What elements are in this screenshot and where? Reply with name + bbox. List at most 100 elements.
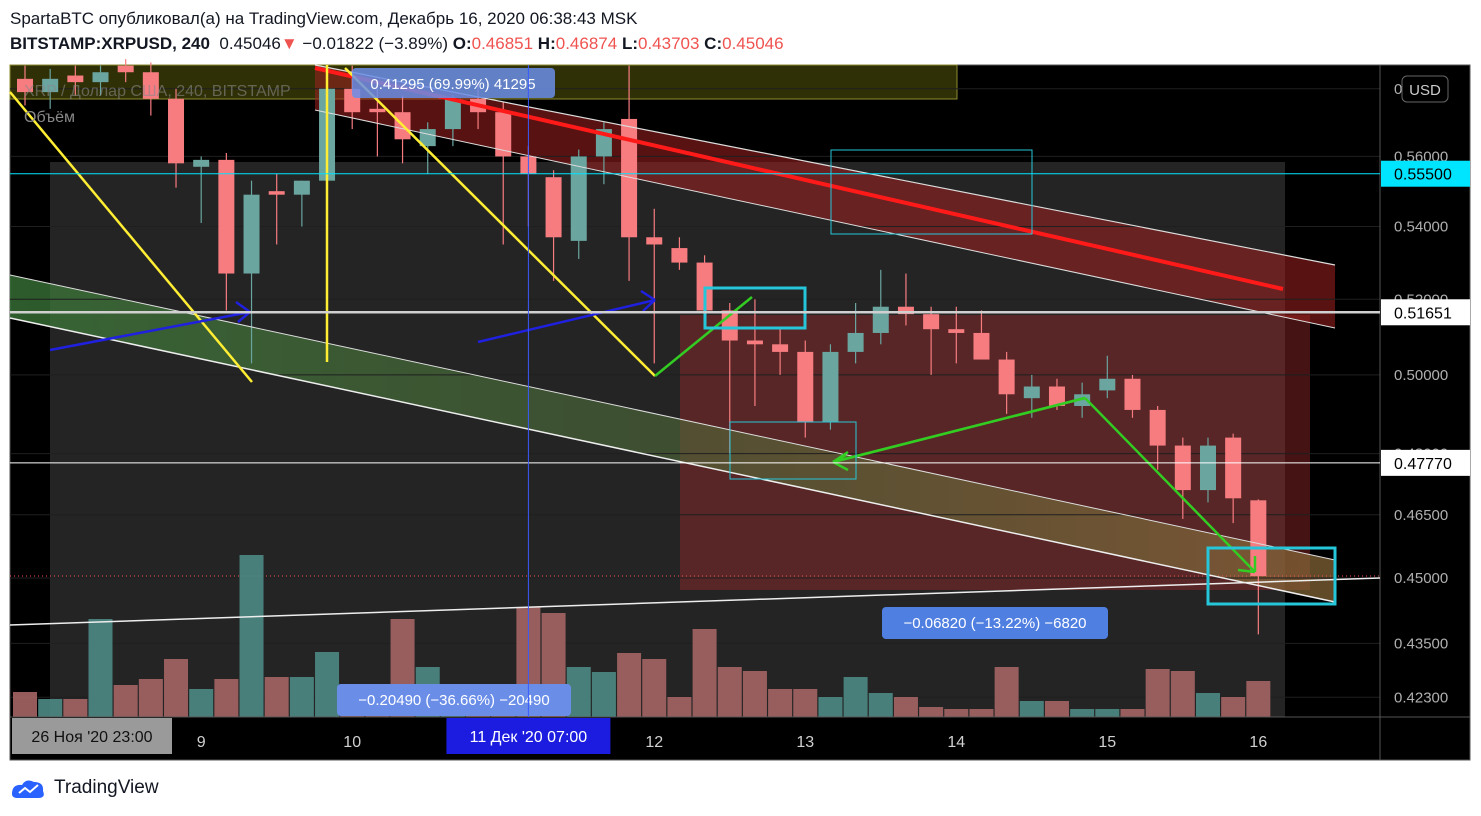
channel-line: [9, 274, 1336, 561]
x-tick-label: 15: [1098, 734, 1116, 751]
y-tick-label: 0.46500: [1394, 507, 1448, 524]
green-arrow: [1084, 397, 1257, 574]
candle-body: [1048, 386, 1065, 407]
volume-bar: [591, 672, 616, 717]
candle-body: [1149, 409, 1166, 446]
volume-bar: [768, 689, 793, 717]
support-line: [9, 577, 1381, 626]
candle-body: [42, 78, 59, 93]
x-tick-label: 12: [645, 734, 663, 751]
volume-bar: [315, 652, 340, 717]
candle-body: [1099, 378, 1116, 391]
range-label: 0.41295 (69.99%) 41295: [370, 76, 535, 93]
volume-bar: [88, 619, 113, 717]
header: SpartaBTC опубликовал(а) на TradingView.…: [10, 6, 784, 56]
blue-arrow: [49, 300, 251, 352]
axes: 0.423000.435000.450000.465000.480000.500…: [10, 65, 1470, 754]
volume-bar: [138, 679, 163, 717]
crosshair-time: 11 Дек '20 07:00: [470, 729, 588, 746]
volume-bar: [1070, 709, 1095, 717]
volume-label: Объём: [24, 109, 75, 126]
candle-body: [872, 306, 889, 333]
candle-body: [822, 351, 839, 422]
x-tick-label: 14: [947, 734, 965, 751]
logo: [12, 780, 44, 798]
volume-bar: [1221, 697, 1246, 717]
candle-body: [1199, 445, 1216, 491]
price-line-label: 0.51651: [1394, 305, 1452, 322]
upper-channel: [315, 65, 1335, 328]
candle-body: [293, 180, 310, 195]
candle-body: [142, 72, 159, 99]
volume-bar: [1170, 671, 1195, 717]
candle-body: [268, 191, 285, 195]
drawings-front: XRP / Доллар США, 240, BITSTAMP Объём 0.…: [9, 64, 1381, 716]
volume-bar: [264, 677, 289, 717]
h-label: H:: [537, 34, 556, 53]
range-label-box: [337, 684, 571, 716]
volume-bar: [893, 697, 918, 717]
candle-body: [67, 75, 84, 83]
volume-bar: [38, 699, 63, 717]
price-line-label-box: [1381, 299, 1470, 326]
candle-body: [621, 118, 638, 238]
volume-bar: [1145, 669, 1170, 717]
currency-badge: [1401, 75, 1449, 103]
l-label: L:: [621, 34, 638, 53]
channel-line: [314, 64, 1336, 266]
highlight-box: [729, 421, 857, 480]
volume-bar: [289, 677, 314, 717]
candle-body: [1074, 394, 1091, 407]
range-label-box: [882, 607, 1108, 639]
volume-bar: [1246, 681, 1271, 717]
price-line-label-box: [1381, 160, 1470, 187]
candle-body: [1225, 437, 1242, 499]
highlight-box: [703, 286, 807, 330]
price-line-label: 0.47770: [1394, 456, 1452, 473]
candle-body: [17, 78, 33, 93]
start-time: 26 Ноя '20 23:00: [31, 729, 152, 746]
volume-bar: [1044, 701, 1069, 717]
candle-body: [1124, 378, 1141, 410]
candle-body: [1250, 500, 1267, 577]
range-label-box: [352, 68, 555, 98]
footer: TradingView: [10, 776, 159, 800]
volume-bar: [1195, 693, 1220, 717]
open-value: 0.46851: [471, 34, 534, 53]
volume-bar: [994, 667, 1019, 717]
candle-body: [1023, 386, 1040, 399]
price-line-label-box: [1381, 449, 1470, 476]
down-arrow: ▼: [280, 34, 298, 53]
channel-line: [9, 317, 1336, 603]
publish-line: SpartaBTC опубликовал(а) на TradingView.…: [10, 9, 638, 28]
symbol: BITSTAMP:XRPUSD, 240: [10, 34, 210, 53]
yellow-line: [9, 91, 253, 383]
price-line-label: 0.55500: [1394, 167, 1452, 184]
y-tick-label: 0.45000: [1394, 570, 1448, 587]
candle-body: [495, 112, 512, 157]
crosshair-time-box: [446, 718, 611, 754]
ohlc-line: BITSTAMP:XRPUSD, 240 0.45046▼ −0.01822 (…: [10, 31, 784, 56]
candle-body: [998, 359, 1015, 395]
volume-bar: [843, 677, 868, 717]
green-line: [654, 296, 753, 377]
candle-body: [117, 65, 134, 73]
volume-bar: [868, 693, 893, 717]
volume: [13, 555, 1271, 717]
channel-line: [314, 109, 1336, 329]
volume-bar: [667, 697, 692, 717]
volume-bar: [63, 699, 88, 717]
volume-bar: [1095, 709, 1120, 717]
volume-bar: [239, 555, 264, 717]
yellow-line: [344, 67, 656, 377]
volume-bar: [214, 679, 239, 717]
candle-body: [646, 237, 663, 245]
candle-body: [545, 177, 562, 238]
volume-bar: [1120, 709, 1145, 717]
x-tick-label: 9: [197, 734, 206, 751]
lower-channel: [10, 275, 1335, 602]
x-tick-label: 16: [1249, 734, 1267, 751]
highlight-box: [1206, 546, 1337, 606]
volume-bar: [13, 692, 37, 717]
